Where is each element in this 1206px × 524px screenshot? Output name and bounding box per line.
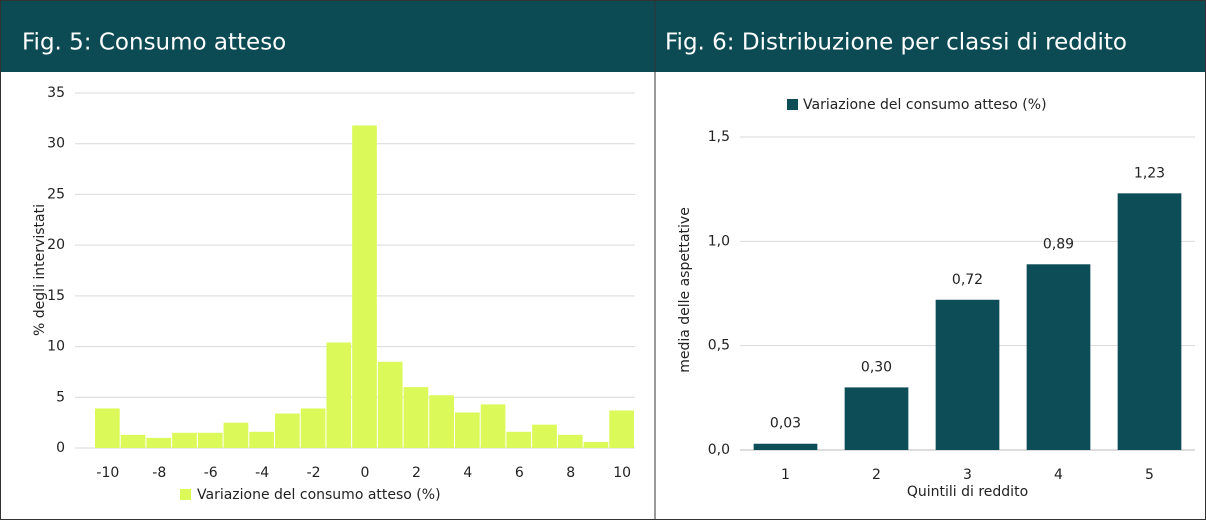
x-tick-label: -10: [96, 465, 119, 481]
bar: [275, 413, 300, 448]
value-label: 0,30: [861, 359, 892, 375]
x-tick-label: 2: [412, 465, 421, 481]
bar: [532, 424, 557, 448]
bar: [455, 412, 480, 448]
value-label: 0,89: [1043, 236, 1074, 252]
value-label: 0,72: [952, 272, 983, 288]
x-tick-label: 6: [515, 465, 524, 481]
bar: [352, 125, 377, 448]
x-axis-label: Quintili di reddito: [907, 484, 1028, 500]
value-label: 0,03: [770, 416, 801, 432]
bar: [1117, 193, 1182, 450]
bar: [506, 431, 532, 448]
y-tick-label: 0,5: [708, 338, 730, 354]
bar: [480, 404, 506, 448]
legend-label: Variazione del consumo atteso (%): [803, 97, 1047, 113]
bar: [146, 437, 172, 448]
y-tick-label: 20: [47, 237, 65, 253]
y-tick-label: 5: [56, 389, 65, 405]
x-tick-label: 5: [1145, 467, 1154, 483]
bar: [753, 443, 818, 450]
panel-title: Fig. 6: Distribuzione per classi di redd…: [665, 30, 1127, 56]
bar: [95, 408, 120, 448]
y-tick-label: 1,5: [708, 129, 730, 145]
bar: [429, 395, 454, 448]
x-tick-label: 4: [1054, 467, 1063, 483]
bar: [1026, 264, 1091, 450]
x-tick-label: -4: [255, 465, 269, 481]
bar: [377, 361, 403, 448]
header-band: [0, 0, 1206, 72]
legend-swatch: [787, 99, 798, 110]
x-tick-label: -2: [307, 465, 321, 481]
panel-title: Fig. 5: Consumo atteso: [22, 30, 286, 56]
y-tick-label: 15: [47, 288, 65, 304]
y-tick-label: 25: [47, 186, 65, 202]
bar: [403, 387, 429, 448]
x-tick-label: -6: [204, 465, 218, 481]
legend-swatch: [180, 489, 191, 500]
y-tick-label: 1,0: [708, 233, 730, 249]
x-tick-label: 4: [463, 465, 472, 481]
x-tick-label: 10: [613, 465, 631, 481]
bar: [300, 408, 326, 448]
value-label: 1,23: [1134, 165, 1165, 181]
y-tick-label: 10: [47, 339, 65, 355]
bar: [583, 441, 609, 448]
bar: [557, 434, 583, 448]
x-tick-label: 0: [361, 465, 370, 481]
bar: [120, 434, 146, 448]
bar: [935, 299, 1000, 450]
x-tick-label: 3: [963, 467, 972, 483]
bar: [609, 410, 634, 448]
y-tick-label: 35: [47, 85, 65, 101]
y-tick-label: 0,0: [708, 442, 730, 458]
legend-label: Variazione del consumo atteso (%): [197, 487, 441, 503]
y-axis-label: media delle aspettative: [677, 207, 693, 373]
bar: [844, 387, 909, 450]
bar: [249, 431, 274, 448]
bar: [326, 342, 352, 448]
y-tick-label: 0: [56, 440, 65, 456]
x-tick-label: 2: [872, 467, 881, 483]
x-tick-label: 1: [781, 467, 790, 483]
bar: [172, 432, 197, 448]
y-axis-label: % degli intervistati: [32, 204, 48, 336]
x-tick-label: -8: [152, 465, 166, 481]
bar: [223, 422, 249, 448]
bar: [197, 432, 223, 448]
y-tick-label: 30: [47, 136, 65, 152]
x-tick-label: 8: [566, 465, 575, 481]
